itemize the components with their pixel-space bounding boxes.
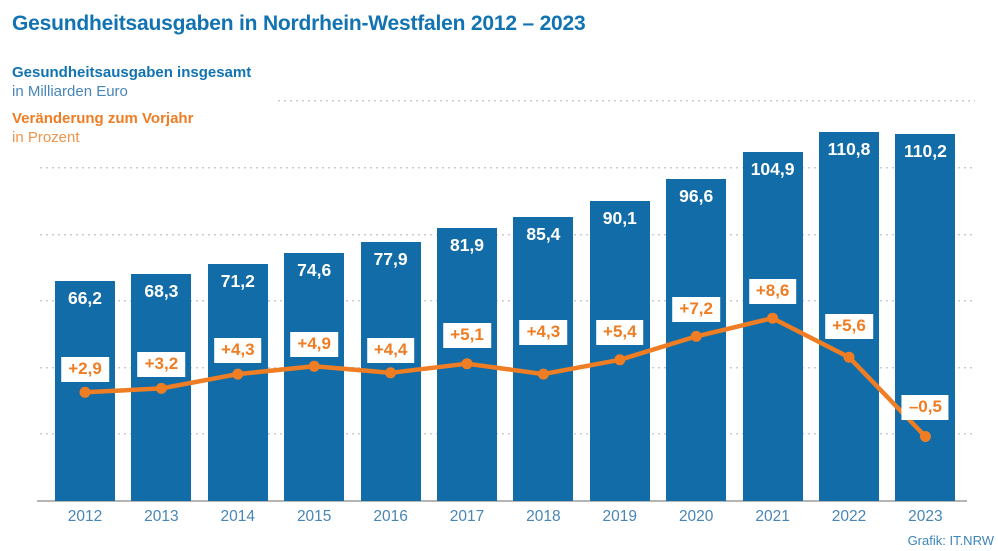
gridline-120 xyxy=(278,100,975,103)
x-tick-label-2016: 2016 xyxy=(373,508,408,525)
percent-value-label: +5,6 xyxy=(825,314,873,340)
percent-value-label: +7,2 xyxy=(672,297,720,323)
x-tick-label-2013: 2013 xyxy=(144,508,179,525)
gridline-100 xyxy=(40,167,975,169)
chart-title: Gesundheitsausgaben in Nordrhein-Westfal… xyxy=(12,12,586,35)
percent-value-label: +5,4 xyxy=(596,319,644,345)
percent-value-label: +4,9 xyxy=(290,332,338,358)
x-tick-label-2022: 2022 xyxy=(831,508,867,525)
x-tick-label-2019: 2019 xyxy=(602,508,638,525)
percent-value-label: –0,5 xyxy=(901,394,949,420)
bar-value-label: 96,6 xyxy=(679,186,714,207)
x-tick-label-2020: 2020 xyxy=(678,508,714,525)
legend-billions-label: Gesundheitsausgaben insgesamt xyxy=(12,64,252,81)
bar-value-label: 85,4 xyxy=(526,223,561,244)
bar-value-label: 110,8 xyxy=(827,139,871,160)
bar-2015 xyxy=(284,252,345,501)
legend-percent-sublabel: in Prozent xyxy=(12,129,80,146)
bar-value-label: 68,3 xyxy=(144,280,179,301)
bar-value-label: 90,1 xyxy=(602,207,637,228)
bar-2013 xyxy=(131,273,192,501)
percent-value-label: +2,9 xyxy=(61,357,109,383)
gridline-80 xyxy=(40,233,975,236)
x-tick-label-2018: 2018 xyxy=(526,508,561,525)
bar-2017 xyxy=(437,228,497,501)
bar-2018 xyxy=(513,216,574,501)
x-tick-label-2015: 2015 xyxy=(296,508,332,525)
x-tick-label-2017: 2017 xyxy=(449,508,485,525)
x-axis-line xyxy=(37,500,967,502)
bar-2023 xyxy=(895,134,956,501)
bar-value-label: 81,9 xyxy=(449,235,485,256)
legend-percent-label: Veränderung zum Vorjahr xyxy=(12,110,194,127)
source-credit: Grafik: IT.NRW xyxy=(907,533,994,548)
x-tick-label-2012: 2012 xyxy=(67,508,103,525)
x-tick-label-2023: 2023 xyxy=(908,508,943,525)
bar-2019 xyxy=(589,200,650,501)
percent-value-label: +4,3 xyxy=(214,338,262,364)
x-tick-label-2021: 2021 xyxy=(755,508,790,525)
bar-2021 xyxy=(742,151,803,501)
legend-billions: Gesundheitsausgaben insgesamt in Milliar… xyxy=(12,63,251,101)
legend-billions-sublabel: in Milliarden Euro xyxy=(12,83,128,100)
bar-value-label: 66,2 xyxy=(67,287,103,308)
bar-2020 xyxy=(666,179,727,501)
bar-2016 xyxy=(360,241,421,501)
bar-2012 xyxy=(55,280,115,501)
x-tick-label-2014: 2014 xyxy=(220,508,256,525)
bar-2014 xyxy=(207,263,268,501)
bar-value-label: 110,2 xyxy=(903,141,947,162)
percent-value-label: +5,1 xyxy=(443,322,491,348)
gridline-60 xyxy=(40,300,975,303)
bar-value-label: 104,9 xyxy=(750,158,795,179)
percent-value-label: +8,6 xyxy=(748,279,797,305)
percent-value-label: +4,4 xyxy=(366,337,415,363)
bar-value-label: 77,9 xyxy=(373,248,408,269)
bar-value-label: 74,6 xyxy=(297,259,332,280)
percent-value-label: +4,3 xyxy=(519,320,568,346)
percent-value-label: +3,2 xyxy=(137,352,186,378)
bar-value-label: 71,2 xyxy=(220,270,255,291)
legend-percent: Veränderung zum Vorjahr in Prozent xyxy=(12,109,193,147)
